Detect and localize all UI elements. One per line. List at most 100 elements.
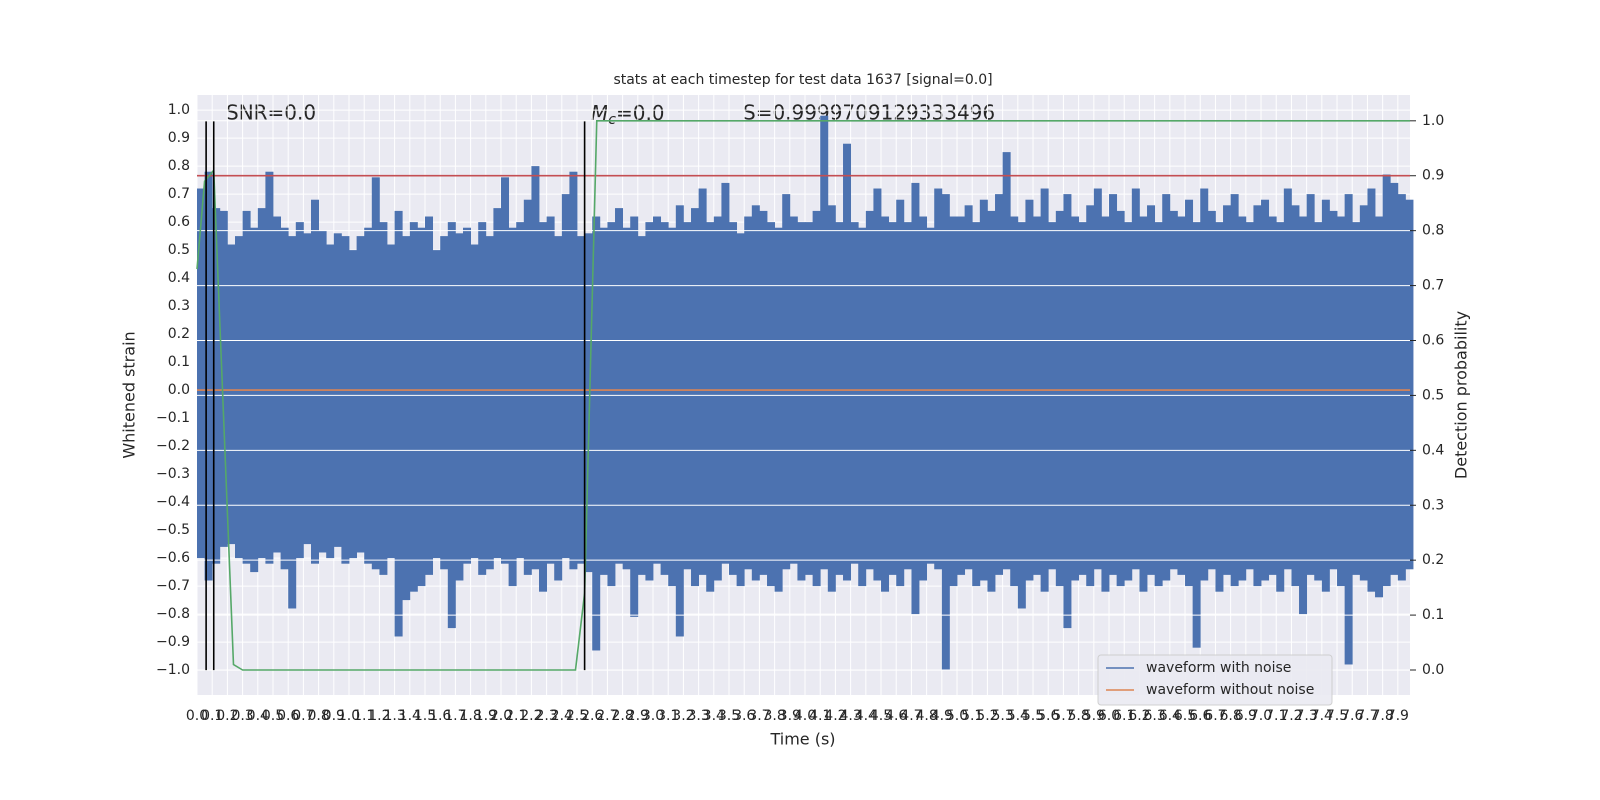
waveform-bar: [288, 236, 297, 609]
waveform-bar: [919, 216, 928, 581]
waveform-bar: [485, 236, 494, 570]
waveform-bar: [881, 216, 890, 592]
y2-axis-label: Detection probability: [1452, 311, 1471, 479]
y2-tick-label: 0.3: [1422, 497, 1444, 513]
waveform-bar: [539, 222, 548, 592]
y2-tick-label: 0.7: [1422, 278, 1444, 294]
x-tick-label: 5.8: [1067, 708, 1089, 724]
waveform-bar: [554, 236, 563, 581]
legend-label: waveform without noise: [1146, 682, 1314, 698]
waveform-bar: [850, 222, 859, 564]
y-tick-label: 1.0: [168, 102, 190, 118]
waveform-bar: [455, 233, 464, 581]
x-tick-label: 0.0: [186, 708, 208, 724]
x-tick-label: 7.6: [1341, 708, 1363, 724]
x-tick-label: 3.0: [642, 708, 664, 724]
waveform-bar: [873, 188, 882, 581]
x-tick-label: 1.8: [459, 708, 481, 724]
waveform-bar: [1063, 194, 1072, 629]
y-tick-label: 0.4: [168, 270, 190, 286]
x-tick-label: 4.2: [824, 708, 846, 724]
waveform-bar: [713, 216, 722, 581]
y-tick-label: −0.1: [156, 410, 190, 426]
x-tick-label: 2.5: [566, 708, 588, 724]
y-axis-label: Whitened strain: [120, 331, 139, 458]
waveform-bar: [409, 222, 418, 592]
waveform-bar: [888, 222, 897, 575]
waveform-bar: [805, 222, 814, 575]
waveform-bar: [280, 227, 289, 570]
waveform-bar: [645, 222, 654, 581]
x-tick-label: 4.7: [900, 708, 922, 724]
waveform-bar: [478, 222, 487, 575]
waveform-bar: [1337, 216, 1346, 587]
waveform-bar: [949, 216, 958, 587]
x-tick-label: 1.6: [429, 708, 451, 724]
x-tick-label: 2.3: [535, 708, 557, 724]
waveform-bar: [1299, 216, 1308, 615]
waveform-bar: [1101, 216, 1110, 592]
waveform-bar: [995, 194, 1004, 575]
waveform-bar: [265, 171, 274, 564]
y-tick-label: 0.2: [168, 326, 190, 342]
waveform-bar: [1405, 199, 1414, 570]
x-tick-label: 0.2: [216, 708, 238, 724]
waveform-bar: [1397, 194, 1406, 581]
x-tick-label: 2.4: [551, 708, 573, 724]
x-tick-label: 4.8: [915, 708, 937, 724]
x-tick-label: 2.6: [581, 708, 603, 724]
waveform-bar: [326, 244, 335, 559]
x-tick-label: 5.2: [976, 708, 998, 724]
waveform-bar: [1116, 210, 1125, 587]
waveform-bar: [607, 222, 616, 587]
waveform-bar: [1359, 205, 1368, 581]
x-tick-label: 1.9: [475, 708, 497, 724]
y2-tick-label: 0.0: [1422, 662, 1444, 678]
waveform-bar: [1276, 222, 1285, 592]
x-tick-label: 3.9: [779, 708, 801, 724]
x-tick-label: 1.4: [399, 708, 421, 724]
waveform-bar: [797, 222, 806, 581]
waveform-bar: [820, 115, 829, 570]
x-tick-label: 7.7: [1356, 708, 1378, 724]
y2-tick-label: 0.6: [1422, 332, 1444, 348]
x-tick-label: 3.1: [657, 708, 679, 724]
waveform-bar: [744, 216, 753, 570]
waveform-bar: [561, 194, 570, 559]
waveform-bar: [751, 205, 760, 581]
waveform-bar: [387, 244, 396, 559]
x-tick-label: 2.0: [490, 708, 512, 724]
waveform-bar: [1131, 188, 1140, 570]
x-tick-label: 6.0: [1098, 708, 1120, 724]
waveform-bar: [242, 210, 251, 564]
waveform-bar: [827, 205, 836, 592]
waveform-bar: [1352, 222, 1361, 575]
waveform-bar: [501, 177, 510, 564]
waveform-bar: [774, 227, 783, 592]
waveform-bar: [235, 236, 244, 559]
waveform-bar: [972, 222, 981, 587]
y-tick-label: 0.7: [168, 186, 190, 202]
x-tick-label: 7.9: [1387, 708, 1409, 724]
x-tick-label: 6.6: [1189, 708, 1211, 724]
x-tick-label: 3.3: [687, 708, 709, 724]
x-axis-label: Time (s): [769, 730, 835, 749]
waveform-bar: [911, 182, 920, 615]
x-tick-label: 5.4: [1007, 708, 1029, 724]
y-tick-label: −1.0: [156, 662, 190, 678]
waveform-bar: [812, 210, 821, 587]
x-tick-label: 7.4: [1311, 708, 1333, 724]
waveform-bar: [592, 216, 601, 651]
x-tick-label: 2.8: [611, 708, 633, 724]
x-tick-label: 7.3: [1296, 708, 1318, 724]
x-tick-label: 7.8: [1372, 708, 1394, 724]
x-tick-label: 4.1: [809, 708, 831, 724]
legend-label: waveform with noise: [1146, 660, 1291, 676]
waveform-bar: [759, 210, 768, 575]
waveform-bar: [371, 177, 380, 570]
waveform-bar: [204, 171, 213, 581]
waveform-bar: [417, 227, 426, 587]
waveform-bar: [1215, 222, 1224, 592]
